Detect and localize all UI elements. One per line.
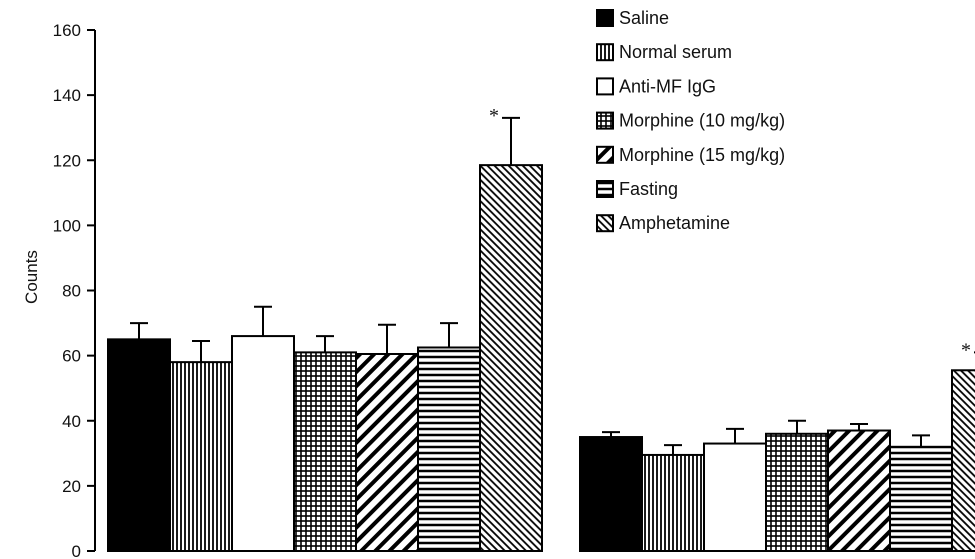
legend-swatch [596,43,614,62]
legend-label: Anti-MF IgG [619,76,716,96]
bar [579,436,643,552]
bar [107,338,171,552]
bar [293,351,357,552]
y-tick-label: 20 [62,477,81,496]
y-axis: 0 20 40 60 80 100 120 140 160 [53,21,96,559]
bar [765,432,829,552]
y-axis-title: Counts [22,250,41,304]
legend: Saline Normal serum Anti-MF IgG Morphine (1… [596,8,785,233]
y-tick-label: 100 [53,216,81,235]
legend-swatch [596,145,614,164]
legend-label: Morphine (10 mg/kg) [619,111,785,131]
bar [417,346,481,552]
y-tick-label: 0 [72,542,81,559]
y-tick-label: 80 [62,282,81,301]
significance-marker: * [961,339,971,361]
legend-label: Normal serum [619,42,732,62]
y-tick-label: 60 [62,347,81,366]
significance-marker: * [489,105,499,127]
bars: ** [107,105,975,553]
y-tick-label: 40 [62,412,81,431]
bar [169,361,233,553]
y-tick-label: 160 [53,21,81,40]
y-tick-label: 140 [53,86,81,105]
legend-label: Saline [619,8,669,28]
bar [355,352,419,553]
y-tick-label: 120 [53,151,81,170]
bar [703,442,767,553]
legend-swatch [596,9,614,27]
bar [951,369,975,553]
legend-label: Amphetamine [619,213,730,233]
bar [479,164,543,552]
legend-swatch [596,111,614,130]
legend-label: Morphine (15 mg/kg) [619,145,785,165]
legend-swatch [596,214,614,233]
bar [641,453,705,552]
legend-swatch [596,77,614,96]
bar [889,445,953,552]
bar [827,429,891,552]
legend-swatch [596,180,614,198]
bar [231,335,295,552]
legend-label: Fasting [619,179,678,199]
